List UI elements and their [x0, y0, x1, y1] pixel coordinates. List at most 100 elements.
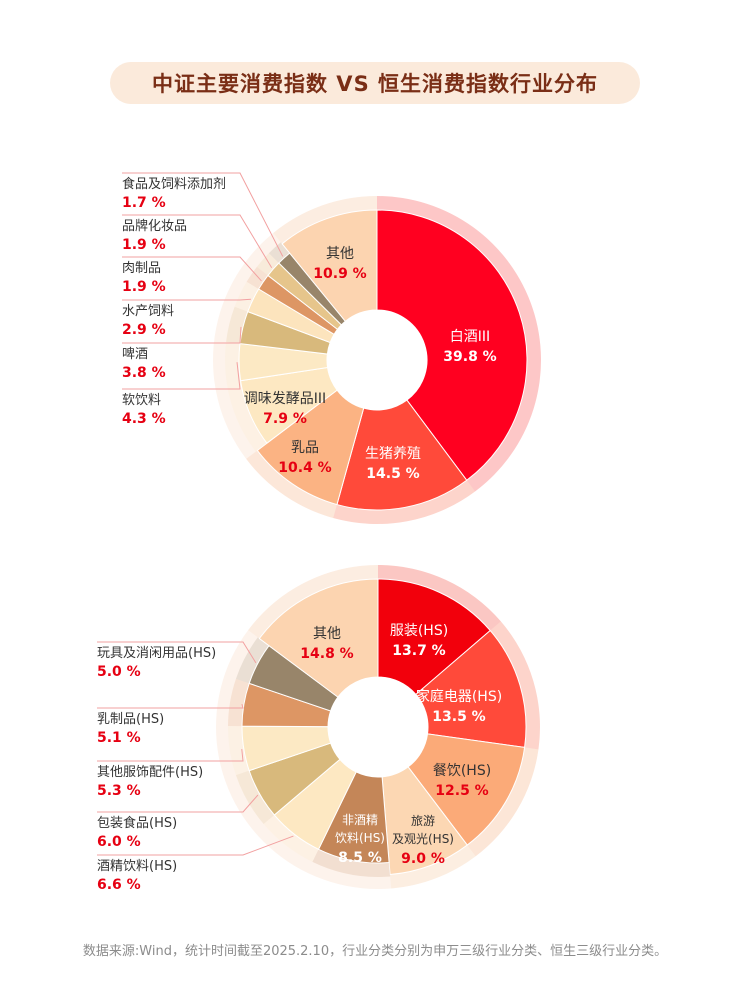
- slice-halo-生猪养殖: [333, 480, 476, 524]
- slice-label-乳品: 乳品 10.4 %: [278, 440, 331, 476]
- leader-line: [122, 362, 241, 390]
- slice-label-生猪养殖: 生猪养殖 14.5 %: [365, 445, 421, 482]
- leader-line: [97, 703, 244, 709]
- slice-halo-啤酒: [226, 306, 248, 344]
- slice-name: 调味发酵品III: [244, 391, 326, 407]
- callout-value: 5.0 %: [97, 664, 141, 680]
- donut-chart-2: 服装(HS) 13.7 % 家庭电器(HS) 13.5 % 餐饮(HS) 12.5 % 旅游…: [97, 565, 540, 893]
- slice-value: 7.9 %: [263, 411, 307, 427]
- donut-hole: [328, 677, 428, 777]
- callout-name: 水产饲料: [122, 304, 174, 319]
- slice-halo-玩具及消闲用品-hs: [235, 637, 269, 684]
- slice-name: 服装(HS): [390, 623, 448, 639]
- callout-name: 肉制品: [122, 261, 161, 276]
- callout-品牌化妆品: 品牌化妆品 1.9 %: [122, 214, 273, 269]
- slice-name: 及观光(HS): [392, 832, 454, 846]
- slice-halo-其他: [248, 565, 378, 639]
- callout-软饮料: 软饮料 4.3 %: [122, 362, 241, 427]
- source-footnote: 数据来源:Wind，统计时间截至2025.2.10，行业分类分别为申万三级行业分…: [82, 944, 668, 959]
- callout-食品及饲料添加剂: 食品及饲料添加剂 1.7 %: [122, 172, 284, 257]
- leader-line: [97, 748, 244, 762]
- slice-value: 14.5 %: [366, 466, 419, 482]
- slice-value: 10.4 %: [278, 460, 331, 476]
- callout-name: 包装食品(HS): [97, 815, 177, 831]
- slice-label-其他: 其他 14.8 %: [300, 626, 353, 662]
- callout-name: 食品及饲料添加剂: [122, 176, 226, 192]
- callout-其他服饰配件-hs: 其他服饰配件(HS) 5.3 %: [97, 748, 244, 799]
- leader-line: [122, 256, 262, 282]
- callout-value: 3.8 %: [122, 365, 166, 381]
- slice-halo-乳品: [246, 450, 337, 519]
- callout-name: 其他服饰配件(HS): [97, 765, 203, 780]
- slice-name: 家庭电器(HS): [416, 688, 502, 705]
- slice-name: 生猪养殖: [365, 445, 421, 462]
- leader-line: [122, 298, 251, 301]
- callout-value: 6.0 %: [97, 834, 141, 850]
- slice-halo-其他服饰配件-hs: [228, 726, 250, 776]
- slice-halo-非酒精饮料-hs: [312, 849, 391, 877]
- slice-value: 8.5 %: [338, 850, 382, 866]
- slice-label-家庭电器-hs: 家庭电器(HS) 13.5 %: [416, 688, 502, 725]
- title-banner: 中证主要消费指数 VS 恒生消费指数行业分布: [110, 62, 640, 104]
- slice-halo-调味发酵品iii: [226, 380, 267, 452]
- callout-name: 酒精饮料(HS): [97, 859, 177, 874]
- callout-name: 品牌化妆品: [122, 218, 187, 234]
- slice-label-白酒iii: 白酒III 39.8 %: [443, 329, 496, 365]
- callout-啤酒: 啤酒 3.8 %: [122, 326, 242, 381]
- slice-name: 其他: [313, 626, 341, 642]
- slice-value: 39.8 %: [443, 349, 496, 365]
- slice-halo-家庭电器-hs: [490, 621, 540, 750]
- leader-line: [122, 214, 273, 269]
- slice-halo-水产饲料: [234, 281, 259, 312]
- slice-halo-旅游及观光-hs: [390, 845, 476, 889]
- callout-value: 2.9 %: [122, 322, 166, 338]
- slice-halo-酒精饮料-hs: [263, 814, 319, 862]
- slice-halo-品牌化妆品: [256, 253, 279, 276]
- callout-value: 1.7 %: [122, 195, 166, 211]
- slice-label-调味发酵品iii: 调味发酵品III 7.9 %: [244, 391, 326, 427]
- slice-name: 餐饮(HS): [433, 763, 491, 779]
- leader-line: [122, 172, 284, 257]
- callout-name: 啤酒: [122, 347, 148, 362]
- callout-酒精饮料-hs: 酒精饮料(HS) 6.6 %: [97, 835, 294, 893]
- callout-value: 5.3 %: [97, 783, 141, 799]
- slice-value: 12.5 %: [435, 783, 488, 799]
- slice-name: 非酒精: [342, 813, 378, 827]
- slice-halo-软饮料: [225, 341, 241, 383]
- slice-halo-包装食品-hs: [235, 770, 275, 825]
- leader-line: [97, 835, 294, 856]
- donut-hole: [327, 310, 427, 410]
- slice-name: 饮料(HS): [335, 831, 385, 845]
- callout-肉制品: 肉制品 1.9 %: [122, 256, 262, 295]
- callout-value: 6.6 %: [97, 877, 141, 893]
- chart-title: 中证主要消费指数 VS 恒生消费指数行业分布: [152, 72, 598, 96]
- leader-line: [97, 794, 259, 813]
- slice-name: 其他: [326, 246, 354, 262]
- leader-line: [122, 326, 242, 344]
- slice-halo-白酒iii: [377, 196, 541, 492]
- callout-name: 玩具及消闲用品(HS): [97, 646, 216, 661]
- callout-value: 1.9 %: [122, 237, 166, 253]
- slice-label-餐饮-hs: 餐饮(HS) 12.5 %: [433, 763, 491, 799]
- leader-line: [97, 641, 257, 664]
- slice-name: 旅游: [411, 814, 435, 828]
- callout-value: 4.3 %: [122, 411, 166, 427]
- slice-halo-其他: [273, 196, 377, 244]
- slice-label-服装-hs: 服装(HS) 13.7 %: [390, 623, 448, 659]
- slice-value: 13.7 %: [392, 643, 445, 659]
- slice-halo-餐饮-hs: [467, 747, 539, 857]
- callout-玩具及消闲用品-hs: 玩具及消闲用品(HS) 5.0 %: [97, 641, 257, 680]
- callout-name: 软饮料: [122, 393, 161, 408]
- slice-halo-肉制品: [246, 266, 268, 290]
- slice-halo-乳制品-hs: [228, 678, 250, 727]
- callout-value: 1.9 %: [122, 279, 166, 295]
- slice-label-其他: 其他 10.9 %: [313, 246, 366, 282]
- callout-乳制品-hs: 乳制品(HS) 5.1 %: [97, 703, 244, 746]
- slice-name: 乳品: [291, 440, 319, 456]
- callout-包装食品-hs: 包装食品(HS) 6.0 %: [97, 794, 259, 850]
- callout-name: 乳制品(HS): [97, 712, 164, 727]
- callout-水产饲料: 水产饲料 2.9 %: [122, 298, 251, 338]
